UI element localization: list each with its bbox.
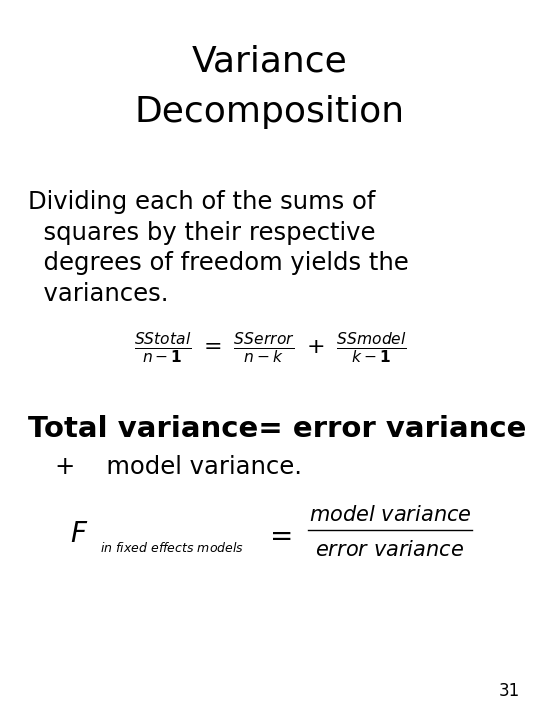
- Text: Decomposition: Decomposition: [135, 95, 405, 129]
- Text: Dividing each of the sums of
  squares by their respective
  degrees of freedom : Dividing each of the sums of squares by …: [28, 190, 409, 306]
- Text: +    model variance.: + model variance.: [55, 455, 302, 479]
- Text: Variance: Variance: [192, 45, 348, 79]
- Text: $\mathit{error\ variance}$: $\mathit{error\ variance}$: [315, 540, 464, 560]
- Text: 31: 31: [499, 682, 520, 700]
- Text: Total variance= error variance: Total variance= error variance: [28, 415, 526, 443]
- Text: $\mathit{in\ fixed\ effects\ models}$: $\mathit{in\ fixed\ effects\ models}$: [100, 541, 244, 555]
- Text: $\mathit{model\ variance}$: $\mathit{model\ variance}$: [309, 505, 471, 525]
- Text: $=$: $=$: [264, 521, 292, 549]
- Text: $\frac{\mathit{SStotal}}{n-\mathbf{1}}\ =\ \frac{\mathit{SSerror}}{n-k}\ +\ \fra: $\frac{\mathit{SStotal}}{n-\mathbf{1}}\ …: [133, 330, 407, 366]
- Text: $\mathit{F}$: $\mathit{F}$: [70, 521, 88, 549]
